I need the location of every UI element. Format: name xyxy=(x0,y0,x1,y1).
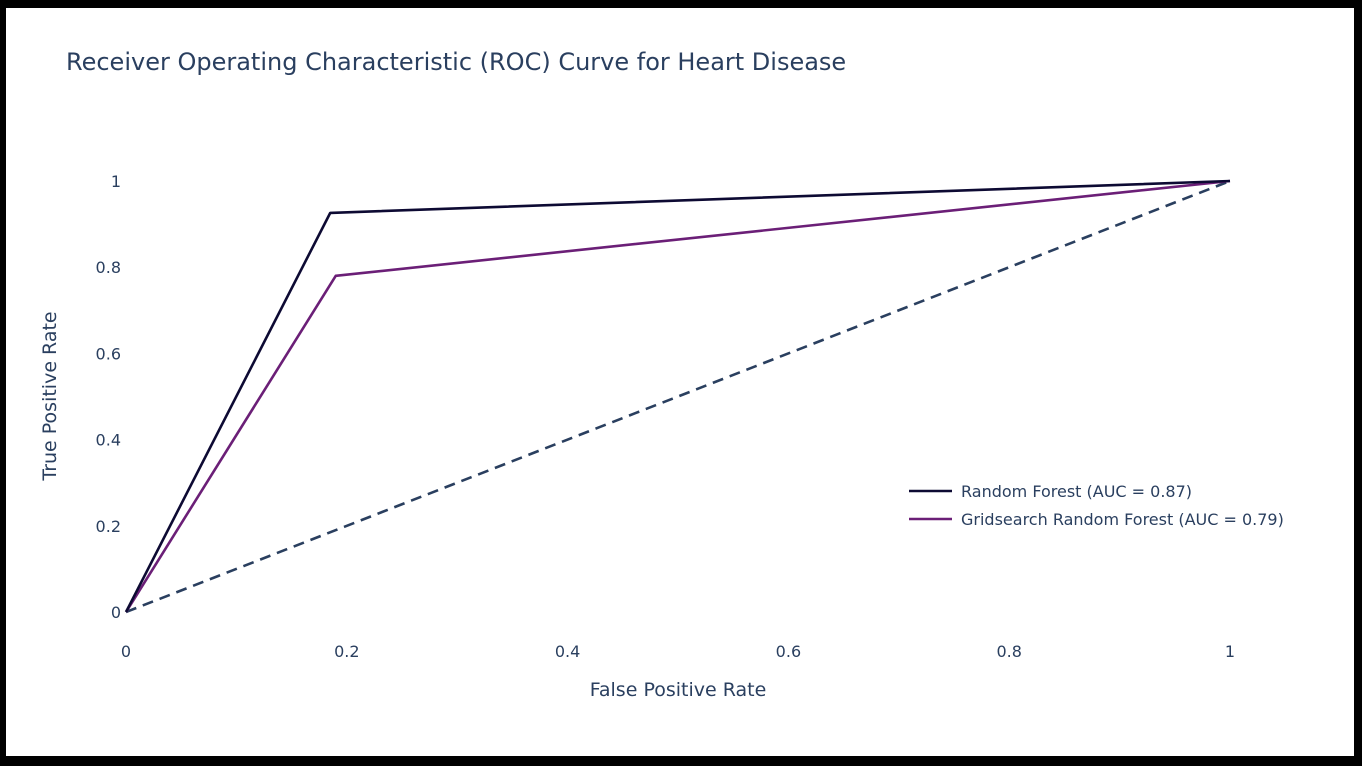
x-tick-label: 0.8 xyxy=(996,642,1021,661)
chart-title: Receiver Operating Characteristic (ROC) … xyxy=(66,48,847,76)
legend: Random Forest (AUC = 0.87) Gridsearch Ran… xyxy=(909,482,1284,529)
x-tick-label: 0.6 xyxy=(776,642,801,661)
y-tick-labels: 0 0.2 0.4 0.6 0.8 1 xyxy=(96,172,121,622)
chart-background xyxy=(6,8,1354,756)
y-tick-label: 0.2 xyxy=(96,517,121,536)
legend-label: Gridsearch Random Forest (AUC = 0.79) xyxy=(961,510,1284,529)
y-tick-label: 0.4 xyxy=(96,431,121,450)
series-line-0 xyxy=(124,179,1231,613)
y-tick-label: 0 xyxy=(111,603,121,622)
y-axis-title: True Positive Rate xyxy=(39,311,61,481)
legend-item[interactable]: Random Forest (AUC = 0.87) xyxy=(909,482,1192,501)
plot-lines xyxy=(124,179,1231,614)
legend-label: Random Forest (AUC = 0.87) xyxy=(961,482,1192,501)
series-line-1 xyxy=(124,179,1231,613)
x-tick-label: 1 xyxy=(1225,642,1235,661)
y-tick-label: 1 xyxy=(111,172,121,191)
x-tick-label: 0.4 xyxy=(555,642,580,661)
chance-line xyxy=(125,179,1231,614)
legend-item[interactable]: Gridsearch Random Forest (AUC = 0.79) xyxy=(909,510,1284,529)
y-tick-label: 0.8 xyxy=(96,258,121,277)
y-tick-label: 0.6 xyxy=(96,344,121,363)
x-tick-label: 0.2 xyxy=(334,642,359,661)
x-axis-title: False Positive Rate xyxy=(590,679,767,701)
x-tick-label: 0 xyxy=(121,642,131,661)
x-tick-labels: 0 0.2 0.4 0.6 0.8 1 xyxy=(121,642,1235,661)
